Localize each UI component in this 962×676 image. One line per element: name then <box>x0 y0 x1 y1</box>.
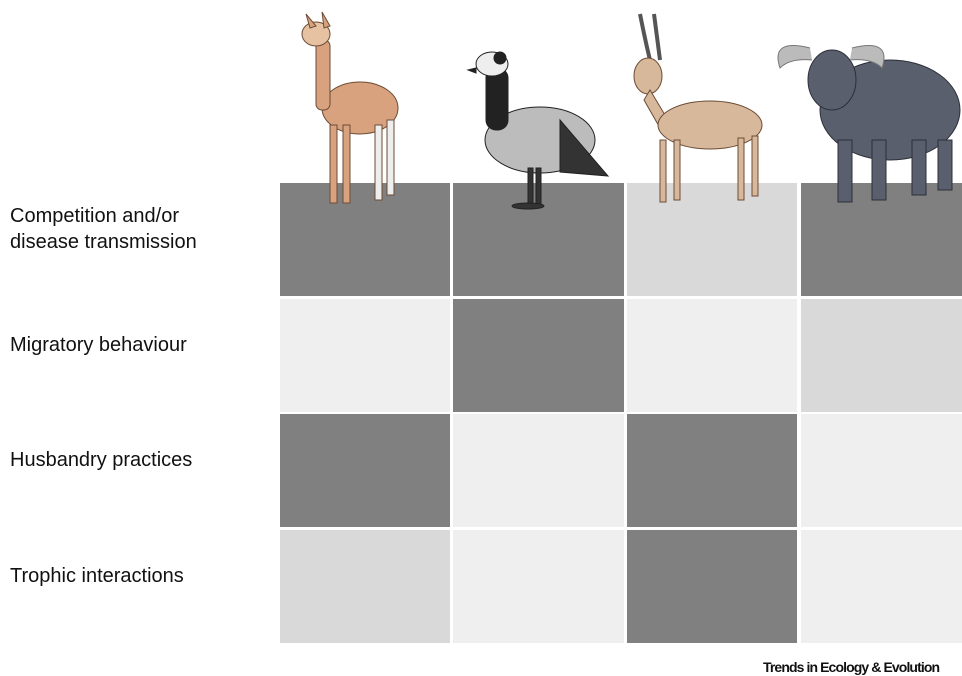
row-label: Husbandry practices <box>10 449 192 471</box>
grid-cell <box>627 299 797 412</box>
grid-cell <box>280 183 450 296</box>
goose-illustration <box>466 51 610 210</box>
grid-cell <box>801 183 962 296</box>
llama-illustration <box>301 11 399 204</box>
buffalo-illustration <box>777 45 961 203</box>
grid-cell <box>627 183 797 296</box>
row-label: Migratory behaviour <box>10 334 187 356</box>
row-label: Trophic interactions <box>10 565 184 587</box>
grid-cell <box>627 414 797 527</box>
gazelle-illustration <box>633 13 763 203</box>
grid-cell <box>453 530 624 643</box>
row-label: Competition and/or <box>10 205 179 227</box>
grid-cell <box>453 299 624 412</box>
grid-cell <box>280 530 450 643</box>
grid-cell <box>453 414 624 527</box>
grid-cell <box>801 299 962 412</box>
footer-credit: Trends in Ecology & Evolution <box>763 659 939 675</box>
grid-cell <box>627 530 797 643</box>
grid-cell <box>801 530 962 643</box>
row-label: disease transmission <box>10 231 197 253</box>
grid-cell <box>280 299 450 412</box>
grid-cell <box>801 414 962 527</box>
grid-cell <box>280 414 450 527</box>
